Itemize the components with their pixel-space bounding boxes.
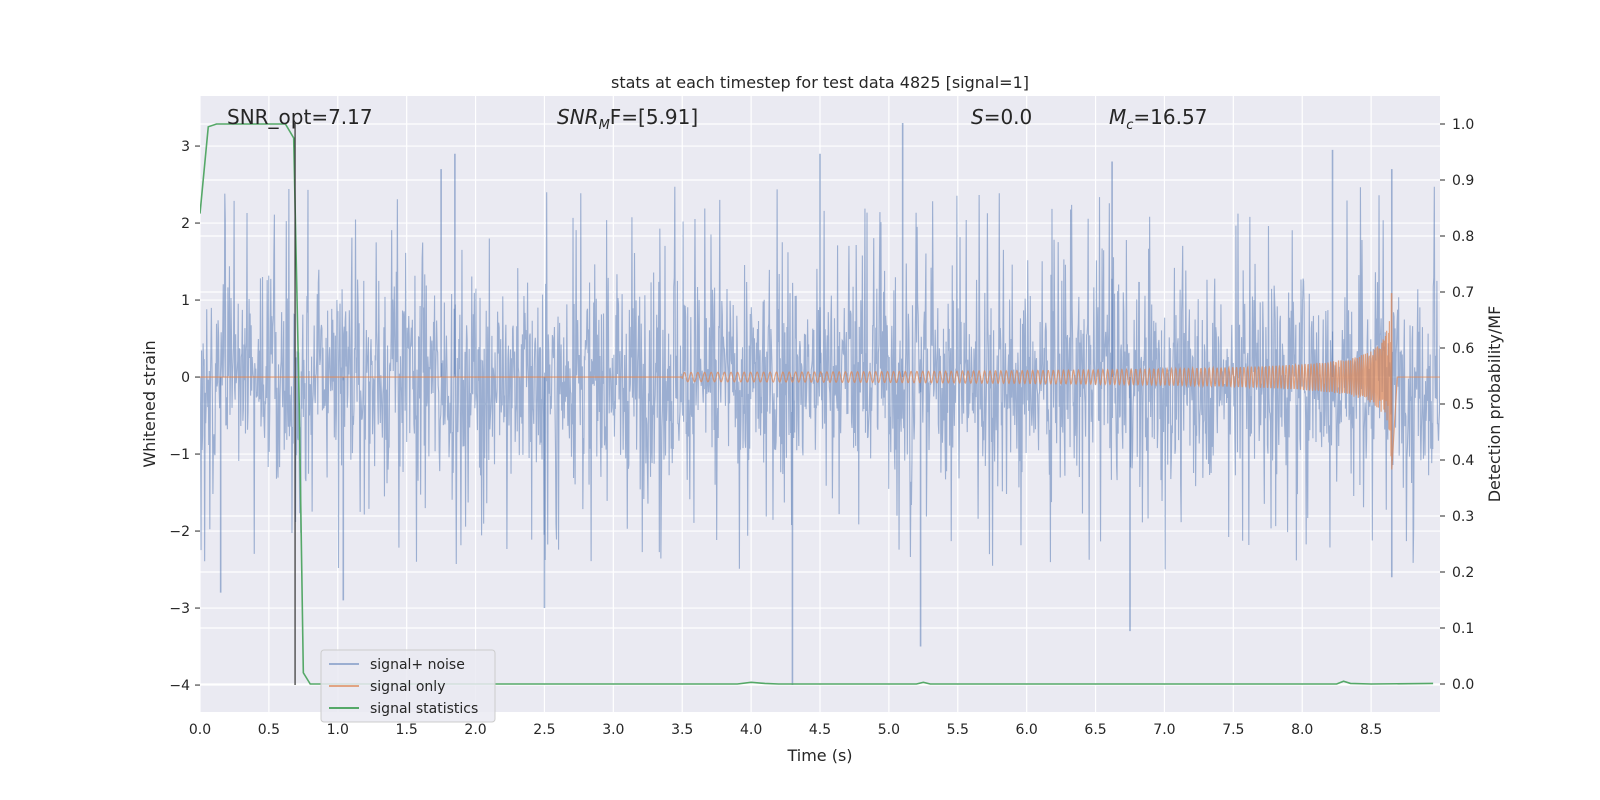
legend: signal+ noise signal only signal statist… [320, 649, 496, 723]
y-tick-label-right: 0.8 [1452, 229, 1474, 245]
y-tick-label-left: 2 [181, 216, 190, 232]
y-tick-label-right: 0.0 [1452, 677, 1474, 693]
y-axis-label-right: Detection probability/MF [1485, 306, 1504, 503]
y-tick-label-left: 1 [181, 293, 190, 309]
plot-area [200, 122, 1440, 686]
x-tick-label: 2.5 [533, 722, 555, 738]
x-tick-label: 6.0 [1016, 722, 1038, 738]
legend-label-signal-noise: signal+ noise [370, 657, 465, 673]
x-tick-label: 4.5 [809, 722, 831, 738]
y-tick-label-right: 0.2 [1452, 565, 1474, 581]
y-tick-label-right: 0.5 [1452, 397, 1474, 413]
x-tick-label: 0.0 [189, 722, 211, 738]
annotations: SNR_opt=7.17 SNRMF=[5.91] S=0.0 Mc=16.57 [227, 105, 1207, 133]
y-tick-label-right: 1.0 [1452, 117, 1474, 133]
s-annotation: S=0.0 [971, 105, 1032, 129]
x-tick-label: 1.0 [327, 722, 349, 738]
signal-only-line [681, 293, 1440, 470]
x-tick-label: 5.5 [947, 722, 969, 738]
x-tick-label: 8.0 [1291, 722, 1313, 738]
x-tick-label: 7.0 [1153, 722, 1175, 738]
x-tick-label: 2.0 [464, 722, 486, 738]
y-tick-label-left: 0 [181, 370, 190, 386]
x-tick-label: 8.5 [1360, 722, 1382, 738]
y-tick-label-left: −4 [169, 678, 190, 694]
y-tick-label-right: 0.1 [1452, 621, 1474, 637]
y-tick-label-right: 0.3 [1452, 509, 1474, 525]
x-tick-label: 7.5 [1222, 722, 1244, 738]
legend-label-signal-only: signal only [370, 679, 445, 695]
y-tick-label-left: 3 [181, 139, 190, 155]
x-tick-label: 6.5 [1084, 722, 1106, 738]
y-tick-label-left: −1 [169, 447, 190, 463]
x-tick-label: 4.0 [740, 722, 762, 738]
y-tick-label-left: −3 [169, 601, 190, 617]
mc-annotation: Mc=16.57 [1109, 105, 1207, 133]
x-tick-label: 0.5 [258, 722, 280, 738]
axis-ticks: 0.0 0.5 1.0 1.5 2.0 2.5 3.0 3.5 4.0 4.5 5.0 5.5 6.0 6… [169, 117, 1474, 738]
legend-box [320, 649, 496, 723]
x-tick-label: 3.5 [671, 722, 693, 738]
x-tick-label: 3.0 [602, 722, 624, 738]
snr-mf-annotation: SNRMF=[5.91] [557, 105, 698, 133]
x-tick-label: 1.5 [396, 722, 418, 738]
x-tick-label: 5.0 [878, 722, 900, 738]
signal-statistics-line [200, 123, 1434, 685]
x-axis-label: Time (s) [786, 746, 852, 765]
y-tick-label-right: 0.6 [1452, 341, 1474, 357]
y-tick-label-right: 0.9 [1452, 173, 1474, 189]
y-tick-label-right: 0.7 [1452, 285, 1474, 301]
chart-title: stats at each timestep for test data 482… [611, 73, 1029, 92]
y-axis-label-left: Whitened strain [140, 340, 159, 467]
y-tick-label-left: −2 [169, 524, 190, 540]
legend-label-signal-statistics: signal statistics [370, 701, 478, 717]
snr-opt-annotation: SNR_opt=7.17 [227, 105, 373, 129]
y-tick-label-right: 0.4 [1452, 453, 1474, 469]
